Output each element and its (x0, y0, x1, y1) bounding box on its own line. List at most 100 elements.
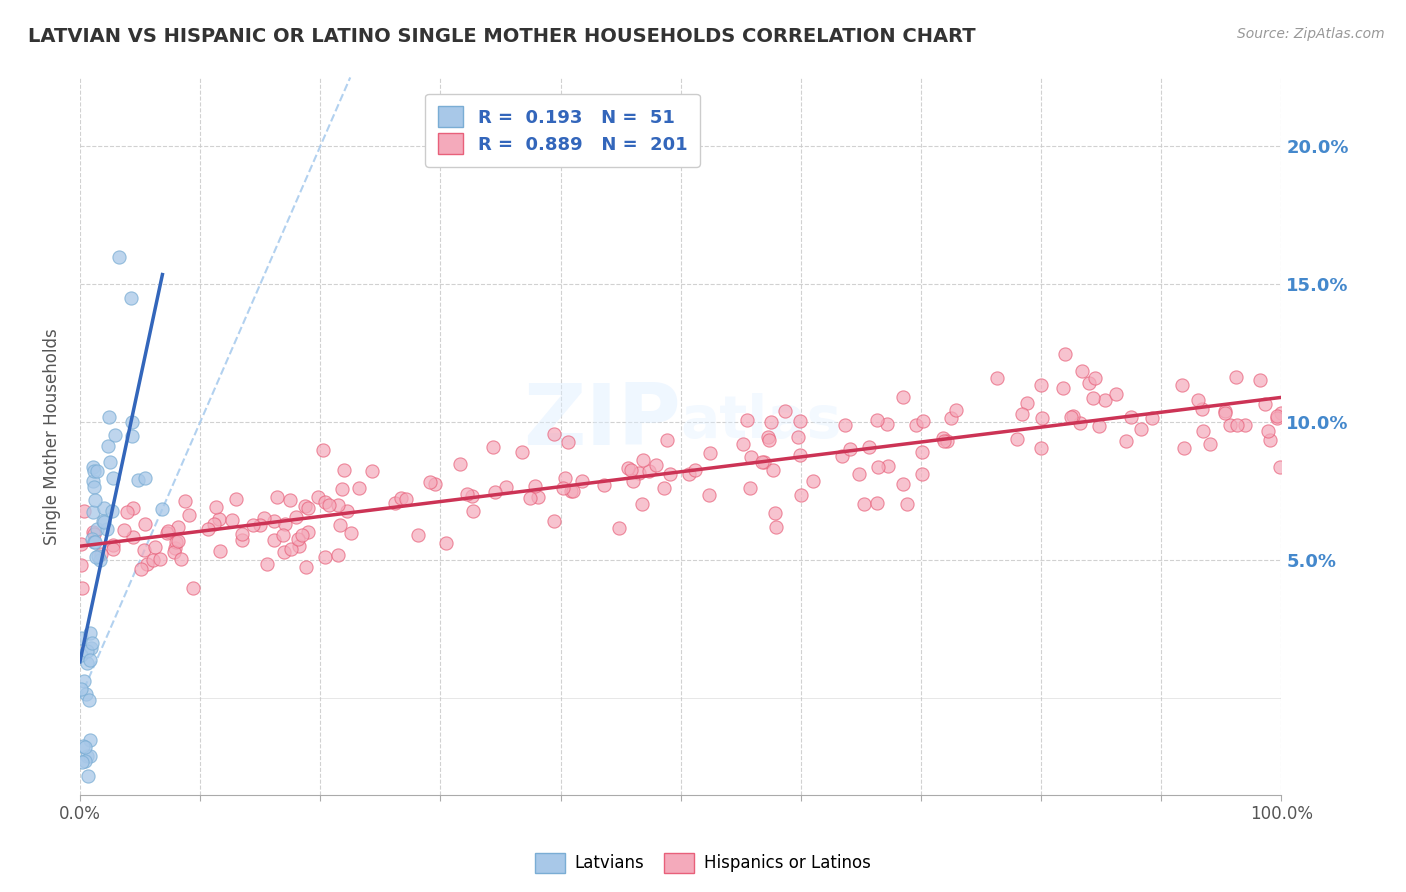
Point (82, 474, 104, 488)
Point (1088, 419, 1111, 434)
Point (658, 467, 681, 482)
Point (115, 505, 138, 519)
Point (225, 492, 247, 507)
Point (84, 549, 107, 564)
Point (70, 537, 93, 551)
Point (1031, 377, 1053, 392)
Point (91, 514, 114, 528)
Point (156, 524, 179, 539)
Point (910, 467, 932, 481)
Point (1031, 441, 1053, 455)
Point (1053, 346, 1076, 360)
Point (1052, 381, 1074, 395)
Point (249, 517, 271, 532)
Point (122, 501, 145, 516)
Point (70, 681, 93, 696)
Point (495, 480, 517, 494)
Point (731, 437, 754, 451)
Point (167, 519, 190, 533)
Point (82, 532, 104, 546)
Point (73, 674, 96, 689)
Point (945, 403, 967, 417)
Point (790, 488, 813, 502)
Point (69, 558, 91, 572)
Point (1191, 402, 1213, 417)
Point (1254, 396, 1277, 410)
Point (911, 414, 934, 428)
Point (1192, 424, 1215, 438)
Point (253, 511, 276, 525)
Text: atlas: atlas (681, 393, 842, 450)
Point (1130, 422, 1153, 436)
Point (655, 433, 678, 447)
Point (72, 504, 94, 518)
Point (1069, 416, 1091, 430)
Point (97, 439, 120, 453)
Point (108, 250, 131, 264)
Text: LATVIAN VS HISPANIC OR LATINO SINGLE MOTHER HOUSEHOLDS CORRELATION CHART: LATVIAN VS HISPANIC OR LATINO SINGLE MOT… (28, 27, 976, 45)
Point (1198, 437, 1220, 451)
Point (1173, 442, 1195, 456)
Point (266, 490, 288, 504)
Point (1140, 411, 1163, 425)
Point (628, 466, 651, 480)
Point (273, 544, 295, 558)
Point (1062, 409, 1084, 424)
Point (318, 498, 340, 512)
Point (256, 557, 278, 571)
Point (98, 410, 121, 425)
Point (773, 404, 796, 418)
Point (93, 516, 115, 530)
Point (449, 457, 471, 471)
Point (179, 508, 201, 522)
Point (101, 538, 124, 552)
Point (197, 522, 219, 536)
Point (986, 371, 1008, 385)
Point (1011, 407, 1033, 421)
Point (83, 534, 105, 549)
Point (896, 497, 918, 511)
Point (1084, 371, 1107, 385)
Point (173, 494, 195, 508)
Point (789, 415, 811, 429)
Point (103, 541, 125, 556)
Point (1005, 433, 1028, 447)
Legend: Latvians, Hispanics or Latinos: Latvians, Hispanics or Latinos (529, 847, 877, 880)
Point (461, 489, 484, 503)
Point (630, 497, 652, 511)
Point (280, 541, 302, 556)
Point (1213, 404, 1236, 418)
Point (936, 434, 959, 449)
Point (142, 553, 165, 567)
Text: Source: ZipAtlas.com: Source: ZipAtlas.com (1237, 27, 1385, 41)
Point (1119, 409, 1142, 424)
Point (831, 449, 853, 463)
Point (461, 503, 484, 517)
Point (143, 540, 166, 554)
Point (384, 496, 406, 510)
Point (631, 453, 654, 467)
Point (72, 739, 94, 754)
Point (456, 487, 478, 501)
Point (699, 446, 721, 460)
Point (685, 462, 707, 476)
Point (80, 636, 103, 650)
Point (79, 626, 101, 640)
Point (510, 445, 533, 459)
Point (326, 548, 349, 562)
Point (83, 527, 105, 541)
Point (129, 561, 152, 575)
Point (1081, 391, 1104, 405)
Point (79, 693, 101, 707)
Point (1225, 370, 1247, 384)
Point (156, 525, 179, 540)
Point (763, 506, 786, 520)
Point (1078, 376, 1101, 391)
Point (1213, 406, 1236, 420)
Point (79, 748, 101, 763)
Point (866, 496, 889, 510)
Point (543, 514, 565, 528)
Point (551, 481, 574, 495)
Point (294, 500, 316, 514)
Point (183, 581, 205, 595)
